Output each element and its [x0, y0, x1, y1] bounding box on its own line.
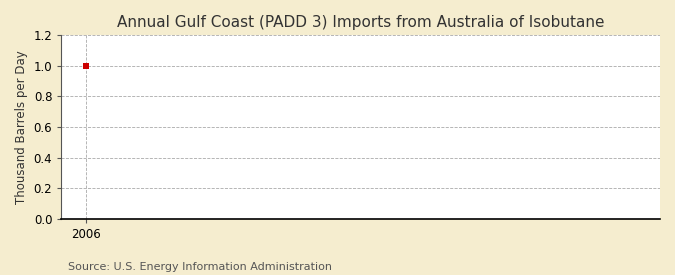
Title: Annual Gulf Coast (PADD 3) Imports from Australia of Isobutane: Annual Gulf Coast (PADD 3) Imports from … [117, 15, 604, 30]
Y-axis label: Thousand Barrels per Day: Thousand Barrels per Day [15, 50, 28, 204]
Text: Source: U.S. Energy Information Administration: Source: U.S. Energy Information Administ… [68, 262, 331, 272]
